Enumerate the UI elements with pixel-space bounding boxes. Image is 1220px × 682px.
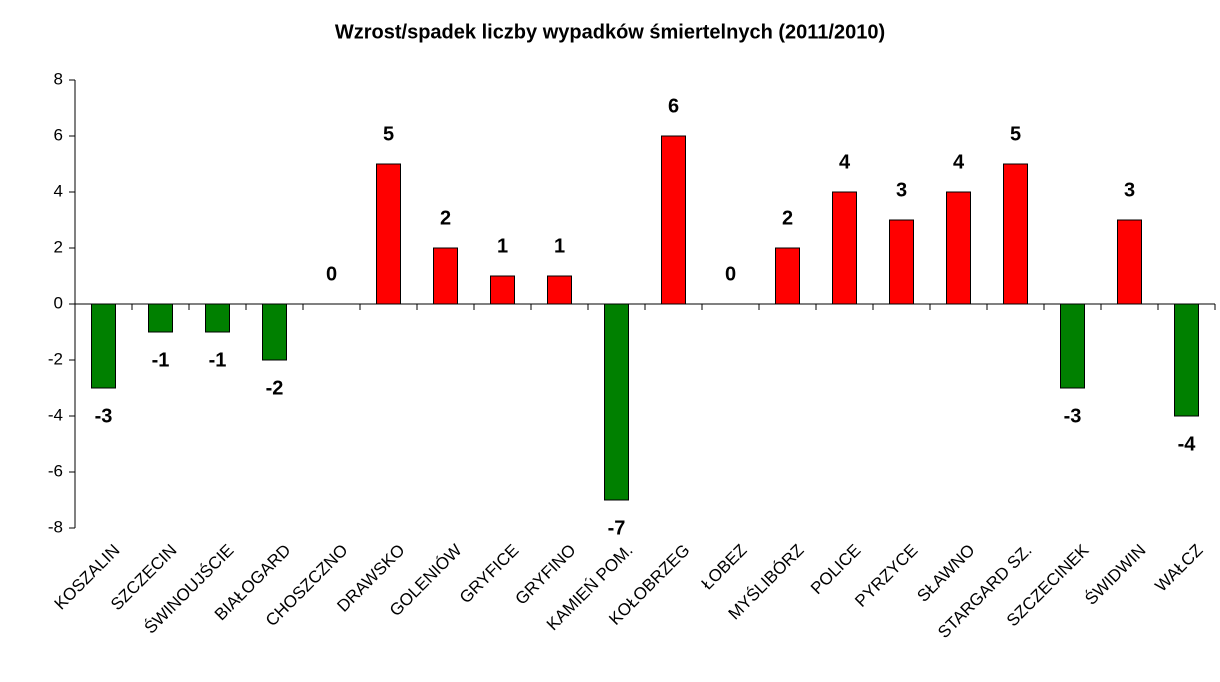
bar <box>946 191 971 305</box>
data-label: -3 <box>95 405 113 427</box>
x-tick-label: WAŁCZ <box>1151 541 1206 596</box>
bar <box>376 163 401 305</box>
bar <box>832 191 857 305</box>
data-label: 3 <box>896 179 907 201</box>
bar <box>661 135 686 305</box>
bar <box>547 275 572 305</box>
chart-title: Wzrost/spadek liczby wypadków śmiertelny… <box>335 21 885 43</box>
data-label: -4 <box>1178 433 1197 455</box>
x-tick-label: POLICE <box>807 541 865 599</box>
x-tick-label: ŚWIDWIN <box>1081 541 1149 609</box>
y-tick-label: 0 <box>54 293 63 312</box>
bar <box>148 303 173 333</box>
y-tick-label: -8 <box>48 517 63 536</box>
x-tick-label: ŁOBEZ <box>698 541 751 594</box>
data-label: 5 <box>383 123 394 145</box>
data-label: -3 <box>1064 405 1082 427</box>
bar <box>1174 303 1199 417</box>
y-tick-label: -2 <box>48 349 63 368</box>
data-label: 0 <box>725 263 736 285</box>
data-label: -1 <box>152 349 170 371</box>
bar <box>433 247 458 305</box>
data-label: 5 <box>1010 123 1021 145</box>
bar <box>604 303 629 501</box>
bar <box>205 303 230 333</box>
bar <box>1117 219 1142 305</box>
bar <box>1060 303 1085 389</box>
data-label: 0 <box>326 263 337 285</box>
data-label: 4 <box>953 151 965 173</box>
bar <box>91 303 116 389</box>
data-label: -1 <box>209 349 227 371</box>
bar <box>262 303 287 361</box>
y-tick-label: 8 <box>54 69 63 88</box>
bar <box>490 275 515 305</box>
y-tick-label: 2 <box>54 237 63 256</box>
y-tick-label: 6 <box>54 125 63 144</box>
y-tick-label: -4 <box>48 405 63 424</box>
bar <box>889 219 914 305</box>
y-tick-label: 4 <box>54 181 63 200</box>
bar <box>775 247 800 305</box>
data-label: 1 <box>497 235 508 257</box>
data-label: 3 <box>1124 179 1135 201</box>
data-label: 2 <box>782 207 793 229</box>
data-label: 6 <box>668 95 679 117</box>
x-tick-label: PYRZYCE <box>851 541 921 611</box>
data-label: 4 <box>839 151 851 173</box>
data-label: -7 <box>608 517 626 539</box>
data-label: -2 <box>266 377 284 399</box>
data-label: 1 <box>554 235 565 257</box>
y-tick-label: -6 <box>48 461 63 480</box>
bar <box>1003 163 1028 305</box>
data-label: 2 <box>440 207 451 229</box>
